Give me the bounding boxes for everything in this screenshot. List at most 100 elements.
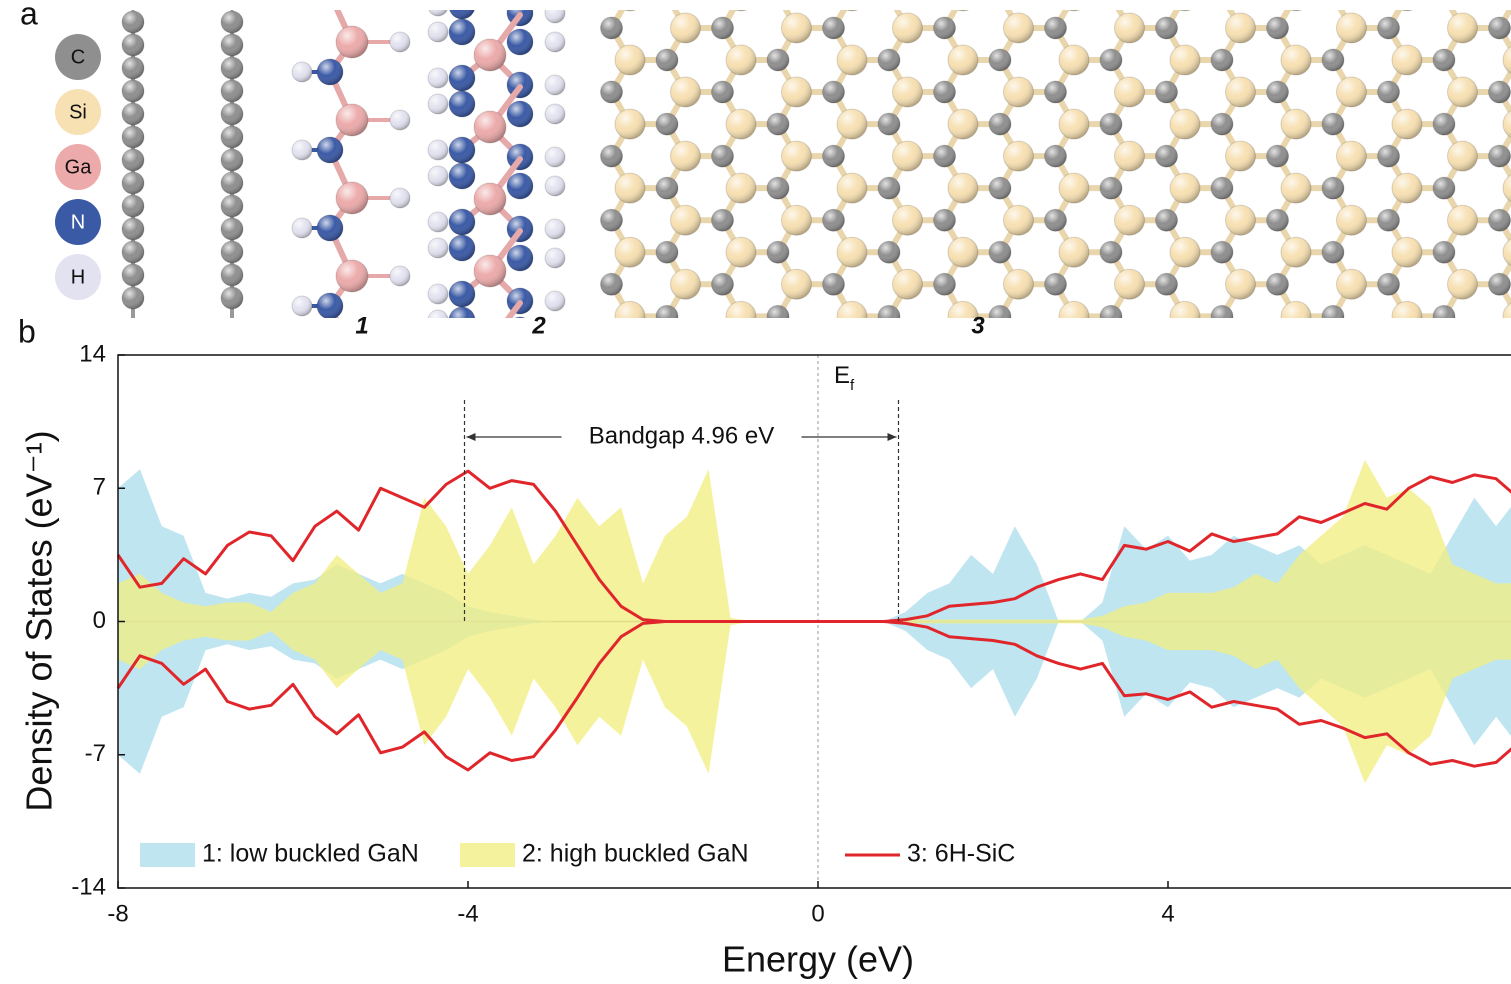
- atom-shine: [1156, 209, 1178, 231]
- arrow-head: [467, 433, 476, 441]
- atom: [1322, 0, 1344, 7]
- atom-shine: [878, 0, 900, 7]
- atom-shine: [671, 269, 701, 299]
- atom: [390, 422, 410, 442]
- atom-shine: [1211, 177, 1233, 199]
- atom: [726, 0, 756, 11]
- atom-shine: [292, 374, 312, 394]
- atom-shine: [893, 13, 923, 43]
- atom-shine: [934, 209, 956, 231]
- atom-shine: [1156, 81, 1178, 103]
- atom-shine: [317, 215, 343, 241]
- atom-shine: [122, 149, 144, 171]
- bond: [490, 343, 520, 373]
- atom: [317, 0, 343, 7]
- atom: [1392, 0, 1422, 11]
- atom-shine: [1392, 301, 1422, 331]
- atom-shine: [1156, 17, 1178, 39]
- atom-shine: [1004, 205, 1034, 235]
- atom-shine: [712, 145, 734, 167]
- y-tick-label: -14: [71, 873, 106, 900]
- atom-shine: [545, 320, 565, 340]
- atom-shine: [1267, 273, 1289, 295]
- atom-shine: [122, 80, 144, 102]
- atom-shine: [934, 81, 956, 103]
- atom-shine: [1392, 109, 1422, 139]
- atom-shine: [1337, 77, 1367, 107]
- atom-shine: [122, 172, 144, 194]
- bond: [330, 432, 352, 462]
- atom-shine: [948, 173, 978, 203]
- atom-shine: [989, 241, 1011, 263]
- atom-shine: [934, 273, 956, 295]
- atom-shine: [122, 264, 144, 286]
- atom-shine: [317, 293, 343, 319]
- atom-shine: [782, 13, 812, 43]
- atom-shine: [767, 113, 789, 135]
- atom-shine: [712, 273, 734, 295]
- atom-shine: [767, 177, 789, 199]
- atom-shine: [336, 26, 368, 58]
- atom-shine: [449, 163, 475, 189]
- atom-shine: [1170, 45, 1200, 75]
- y-tick-label: 14: [79, 340, 106, 367]
- atom-shine: [449, 353, 475, 379]
- atom-shine: [767, 241, 789, 263]
- atom-shine: [122, 287, 144, 309]
- atom-shine: [292, 140, 312, 160]
- atom-shine: [1267, 17, 1289, 39]
- atom-shine: [336, 416, 368, 448]
- atom-shine: [336, 338, 368, 370]
- atom: [292, 374, 312, 394]
- atom-shine: [1448, 141, 1478, 171]
- atom-shine: [1281, 173, 1311, 203]
- atom: [545, 363, 565, 383]
- atom: [948, 0, 978, 11]
- atom-shine: [712, 17, 734, 39]
- bond: [490, 303, 520, 343]
- atom-shine: [221, 126, 243, 148]
- atom-shine: [221, 287, 243, 309]
- atom-shine: [1004, 141, 1034, 171]
- atom-shine: [390, 32, 410, 52]
- atom-shine: [545, 32, 565, 52]
- x-tick-label: -8: [107, 900, 128, 927]
- atom-shine: [1100, 49, 1122, 71]
- atom: [474, 327, 506, 359]
- atom-shine: [1337, 205, 1367, 235]
- atom-shine: [878, 49, 900, 71]
- atom-shine: [671, 205, 701, 235]
- fermi-sub: f: [850, 377, 855, 394]
- atom-shine: [221, 172, 243, 194]
- legend-label: 3: 6H-SiC: [907, 840, 1015, 868]
- atom-shine: [221, 195, 243, 217]
- atom-shine: [1059, 173, 1089, 203]
- atom-shine: [1392, 0, 1422, 11]
- atom-shine: [823, 81, 845, 103]
- atom-shine: [726, 45, 756, 75]
- x-tick-label: -4: [457, 900, 478, 927]
- atom-shine: [428, 238, 448, 258]
- atom: [1170, 0, 1200, 11]
- atom-shine: [1059, 0, 1089, 11]
- atom-shine: [428, 94, 448, 114]
- atom-shine: [1337, 13, 1367, 43]
- atom-shine: [893, 205, 923, 235]
- atom-shine: [221, 11, 243, 33]
- atom-shine: [545, 147, 565, 167]
- x-tick-label: 4: [1161, 900, 1174, 927]
- atom-shine: [615, 301, 645, 331]
- element-label: C: [71, 46, 85, 68]
- atom-shine: [1322, 49, 1344, 71]
- atom-shine: [989, 305, 1011, 327]
- atom-shine: [601, 209, 623, 231]
- atom-shine: [122, 11, 144, 33]
- atom: [507, 432, 533, 458]
- atom-shine: [1489, 273, 1511, 295]
- atom-shine: [449, 379, 475, 405]
- atom-shine: [601, 81, 623, 103]
- atom-shine: [712, 81, 734, 103]
- atom-shine: [221, 103, 243, 125]
- atom-shine: [1211, 113, 1233, 135]
- atom-shine: [989, 0, 1011, 7]
